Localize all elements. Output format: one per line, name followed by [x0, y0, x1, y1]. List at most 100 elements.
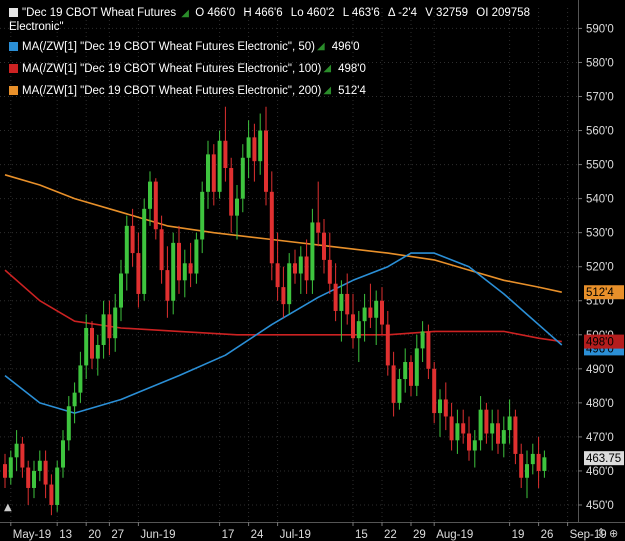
candle-down [322, 219, 326, 274]
candle-body [368, 307, 373, 318]
candle-up [119, 259, 123, 322]
candle-body [281, 287, 286, 305]
candle-up [374, 290, 379, 345]
candle-body [119, 273, 123, 308]
candle-body [351, 314, 355, 339]
ma200-line [4, 174, 562, 293]
date-axis[interactable]: May-19 13 20 27 Jun-19 17 24 Jul-19 15 22 29 Aug-19… [0, 522, 625, 541]
scroll-left-icon[interactable]: ▲ [4, 502, 12, 513]
ma50-line [4, 252, 563, 414]
candle-body [194, 239, 199, 274]
candle-down [513, 409, 518, 465]
edit-study-icon[interactable]: ◢ [181, 8, 189, 19]
price-tag-box [584, 285, 624, 300]
edit-study-icon[interactable]: ◢ [323, 85, 332, 96]
candle-down [467, 416, 471, 461]
candle-down [293, 249, 297, 284]
candle-body [304, 256, 309, 281]
candle-body [472, 440, 477, 451]
symbol-text: "Dec 19 CBOT Wheat Futures ◢ O 466'0 H 4… [22, 6, 535, 21]
candle-body [200, 191, 205, 240]
candle-up [124, 215, 129, 291]
price-tick-label: 460'0 [586, 466, 614, 478]
price-tag-label: 498'0 [586, 337, 614, 349]
candle-up [403, 348, 408, 393]
candle-body [426, 331, 431, 369]
legend-symbol-row: "Dec 19 CBOT Wheat Futures ◢ O 466'0 H 4… [0, 6, 575, 21]
legend-ma-row: MA(/ZW[1] "Dec 19 CBOT Wheat Futures Ele… [0, 40, 575, 54]
candle-down [3, 453, 7, 488]
candle-down [223, 106, 228, 182]
candle-up [530, 443, 535, 475]
candle-body [72, 392, 77, 407]
candle-body [519, 453, 524, 478]
candle-body [252, 137, 257, 162]
last-price-tag: 463.75 [584, 451, 624, 466]
candle-body [264, 130, 268, 192]
candle-body [136, 253, 141, 294]
candle-down [26, 460, 31, 505]
candle-down [177, 225, 181, 294]
candle-down [449, 402, 454, 451]
candle-body [95, 344, 100, 359]
candle-body [414, 348, 419, 386]
candle-body [356, 321, 361, 339]
candle-body [322, 232, 326, 260]
candle-down [211, 144, 216, 206]
candle-body [530, 453, 535, 465]
candle-down [327, 232, 332, 294]
candle-body [182, 263, 187, 281]
edit-study-icon[interactable]: ◢ [316, 41, 325, 52]
legend-ma-row: MA(/ZW[1] "Dec 19 CBOT Wheat Futures Ele… [0, 62, 575, 76]
candle-down [188, 242, 193, 288]
candle-body [467, 433, 471, 451]
candle-body [298, 256, 303, 274]
candle-up [8, 450, 13, 485]
candle-up [235, 185, 239, 240]
candle-up [182, 249, 187, 298]
symbol-swatch [9, 8, 18, 17]
candle-body [229, 167, 234, 216]
candle-down [351, 293, 355, 349]
candle-up [501, 416, 506, 458]
candle-up [310, 208, 315, 294]
candle-body [159, 229, 164, 271]
candle-body [153, 181, 158, 230]
candle-up [298, 246, 303, 294]
price-tick-label: 530'0 [586, 228, 614, 240]
candle-down [264, 106, 268, 206]
candle-body [177, 242, 181, 281]
edit-study-icon[interactable]: ◢ [323, 63, 332, 74]
candle-up [472, 430, 477, 468]
candle-body [107, 314, 112, 339]
date-tick-label: 17 [222, 529, 235, 541]
candle-body [542, 457, 547, 471]
ma-swatch [9, 86, 18, 95]
candle-body [55, 467, 60, 505]
candle-up [420, 321, 425, 363]
candle-body [310, 222, 315, 281]
low-value: Lo 460'2 [290, 7, 335, 19]
candle-up [525, 450, 529, 499]
price-tag-label: 512'4 [586, 287, 614, 299]
price-axis[interactable]: 450'0460'0470'0480'0490'0500'0510'0520'0… [578, 0, 625, 541]
candle-down [153, 178, 158, 240]
candle-body [403, 362, 408, 380]
price-tick-label: 590'0 [586, 23, 614, 35]
price-tag-label: 463.75 [586, 453, 621, 465]
candle-down [484, 402, 489, 444]
chart-controls[interactable]: ⇕ ⊕ ▲ [4, 502, 618, 540]
candle-down [409, 355, 413, 397]
symbol-title-line2: Electronic" [9, 21, 64, 33]
candle-body [20, 443, 25, 468]
ohlc-values: O 466'0 H 466'6 Lo 460'2 L 463'6 Δ -2'4 … [195, 7, 535, 19]
candle-down [20, 436, 25, 478]
candle-up [206, 140, 210, 209]
date-tick-label: 22 [384, 529, 397, 541]
candle-body [333, 283, 338, 311]
expand-axis-icon[interactable]: ⇕ [596, 526, 606, 540]
candle-up [142, 198, 147, 301]
zoom-icon[interactable]: ⊕ [609, 527, 618, 540]
